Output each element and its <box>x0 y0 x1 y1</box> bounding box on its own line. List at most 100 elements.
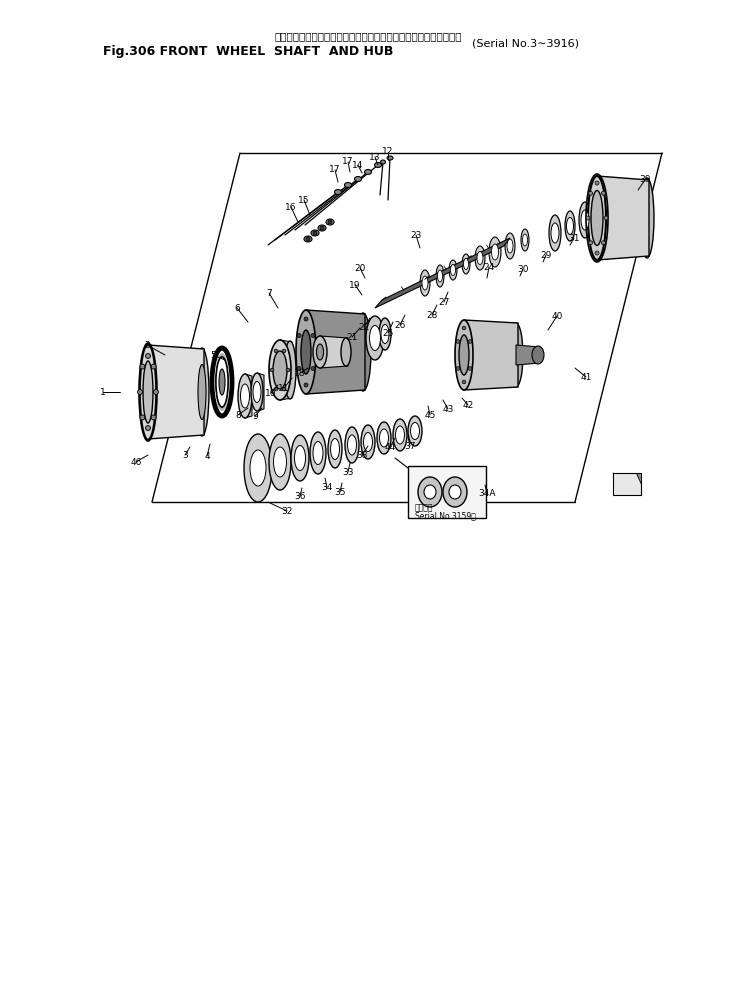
Ellipse shape <box>195 348 209 436</box>
Circle shape <box>311 367 315 370</box>
Ellipse shape <box>521 229 529 251</box>
Text: 29: 29 <box>540 251 552 260</box>
Ellipse shape <box>567 217 573 234</box>
Ellipse shape <box>198 365 206 420</box>
Circle shape <box>275 349 277 353</box>
Text: Serial No.3159〜: Serial No.3159〜 <box>415 512 476 521</box>
Text: 13: 13 <box>369 152 381 161</box>
Polygon shape <box>280 340 292 400</box>
Ellipse shape <box>509 323 523 387</box>
Text: 38: 38 <box>356 451 368 459</box>
Ellipse shape <box>377 422 391 454</box>
Ellipse shape <box>492 244 498 260</box>
Ellipse shape <box>313 442 323 464</box>
Ellipse shape <box>549 215 561 251</box>
Text: 41: 41 <box>580 372 592 381</box>
Ellipse shape <box>310 432 326 474</box>
Ellipse shape <box>296 310 316 394</box>
Ellipse shape <box>326 219 334 225</box>
Ellipse shape <box>455 320 473 390</box>
Ellipse shape <box>216 357 228 407</box>
Ellipse shape <box>387 156 393 160</box>
Circle shape <box>297 334 301 338</box>
Ellipse shape <box>408 416 422 446</box>
Text: 34: 34 <box>322 482 333 491</box>
Text: 7: 7 <box>266 288 272 297</box>
Text: 8: 8 <box>235 410 241 420</box>
Ellipse shape <box>422 276 428 290</box>
Text: 46: 46 <box>130 457 142 466</box>
Ellipse shape <box>375 162 381 168</box>
Text: 9: 9 <box>252 411 258 421</box>
Ellipse shape <box>393 419 407 451</box>
Ellipse shape <box>269 340 291 400</box>
Ellipse shape <box>379 318 391 350</box>
Ellipse shape <box>361 425 375 459</box>
Text: 21: 21 <box>347 333 358 342</box>
Circle shape <box>456 340 460 343</box>
Ellipse shape <box>523 234 528 246</box>
Circle shape <box>270 369 274 371</box>
Ellipse shape <box>436 265 444 287</box>
Ellipse shape <box>588 176 606 260</box>
Ellipse shape <box>381 160 386 164</box>
Circle shape <box>595 181 599 185</box>
Ellipse shape <box>344 183 352 188</box>
Ellipse shape <box>591 191 603 245</box>
Text: 44: 44 <box>384 443 396 452</box>
Circle shape <box>140 415 145 420</box>
Ellipse shape <box>395 426 405 444</box>
Polygon shape <box>257 373 264 411</box>
Circle shape <box>328 220 332 224</box>
Text: 18: 18 <box>294 369 305 377</box>
Ellipse shape <box>459 335 469 375</box>
Text: 27: 27 <box>439 297 450 306</box>
Ellipse shape <box>551 223 559 243</box>
Ellipse shape <box>565 211 575 241</box>
Polygon shape <box>320 336 348 368</box>
Ellipse shape <box>449 485 461 499</box>
Text: 11: 11 <box>278 383 290 392</box>
Ellipse shape <box>418 477 442 507</box>
Bar <box>613 473 641 495</box>
Circle shape <box>589 241 592 245</box>
Text: (Serial No.3∼3916): (Serial No.3∼3916) <box>472 39 579 49</box>
Text: 35: 35 <box>334 487 346 497</box>
Ellipse shape <box>532 346 544 364</box>
Circle shape <box>297 367 301 370</box>
Text: 30: 30 <box>517 265 528 274</box>
Text: 16: 16 <box>286 203 297 211</box>
Ellipse shape <box>214 353 230 411</box>
Ellipse shape <box>366 316 384 360</box>
Text: 5: 5 <box>210 351 216 360</box>
Circle shape <box>140 364 145 370</box>
Ellipse shape <box>328 430 342 468</box>
Polygon shape <box>516 345 540 365</box>
Text: 25: 25 <box>382 328 394 338</box>
Text: 45: 45 <box>425 410 436 420</box>
Text: 14: 14 <box>353 160 364 170</box>
Circle shape <box>589 192 592 196</box>
Ellipse shape <box>345 427 359 463</box>
Ellipse shape <box>341 338 351 366</box>
Circle shape <box>282 349 286 353</box>
Polygon shape <box>148 345 204 439</box>
Circle shape <box>320 226 324 230</box>
Text: 6: 6 <box>234 303 240 312</box>
Circle shape <box>306 237 310 241</box>
Text: 22: 22 <box>358 322 369 332</box>
Ellipse shape <box>347 435 356 455</box>
Circle shape <box>468 367 472 370</box>
Polygon shape <box>597 176 649 260</box>
Ellipse shape <box>449 260 457 280</box>
Ellipse shape <box>316 344 324 360</box>
Ellipse shape <box>579 202 591 238</box>
Ellipse shape <box>250 450 266 486</box>
Ellipse shape <box>464 259 469 270</box>
Ellipse shape <box>462 254 470 274</box>
Text: Fig.306 FRONT  WHEEL  SHAFT  AND HUB: Fig.306 FRONT WHEEL SHAFT AND HUB <box>103 45 393 58</box>
Text: 19: 19 <box>350 281 361 289</box>
Text: 40: 40 <box>551 311 563 320</box>
Text: 適用号機: 適用号機 <box>415 504 434 513</box>
Circle shape <box>462 326 466 330</box>
